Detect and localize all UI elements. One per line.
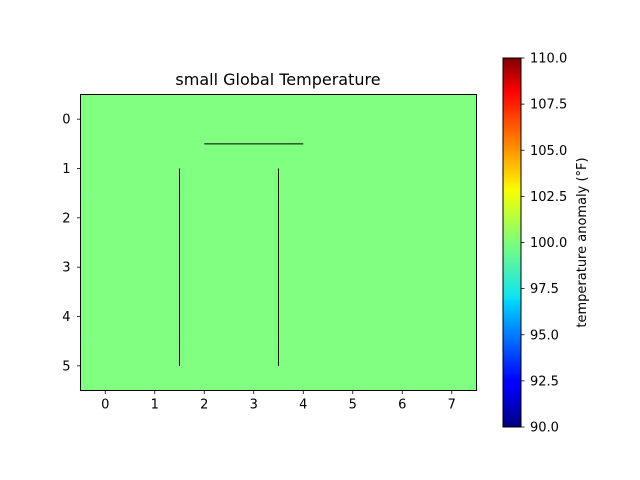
heatmap-cell [229,291,279,342]
y-tick-label: 0 [62,113,70,128]
y-tick-label: 4 [62,310,70,325]
colorbar-tick-label: 95.0 [530,328,559,343]
heatmap-cell [229,193,279,243]
x-tick-label: 2 [200,398,208,413]
heatmap-cell [229,242,279,293]
heatmap-cell [427,341,477,391]
chart-title: small Global Temperature [175,70,380,89]
colorbar-tick-label: 102.5 [530,190,567,205]
heatmap-cell [80,94,131,145]
heatmap-cell [377,242,428,293]
heatmap-cell [80,341,131,391]
heatmap-cell [328,94,378,145]
heatmap-cell [130,242,180,293]
x-tick-label: 7 [448,398,456,413]
colorbar-tick-label: 105.0 [530,144,567,159]
heatmap-cell [377,143,428,194]
heatmap-cell [278,242,329,293]
heatmap-cell [427,143,477,194]
x-tick-label: 0 [101,398,109,413]
heatmap-cell [427,291,477,342]
heatmap-cell [130,291,180,342]
heatmap-cell [328,242,378,293]
heatmap-cell [179,193,230,243]
x-tick-label: 4 [299,398,307,413]
heatmap-cell [278,291,329,342]
heatmap-cell [229,341,279,391]
x-tick-label: 1 [151,398,159,413]
heatmap-cell [179,143,230,194]
heatmap-cell [179,291,230,342]
plot-frame [80,94,477,391]
y-axis: 0 1 2 3 4 5 [62,113,81,374]
colorbar-tick-label: 90.0 [530,421,559,436]
colorbar-tick-label: 97.5 [530,282,559,297]
heatmap-cell [377,341,428,391]
heatmap-cell [80,193,131,243]
y-tick-label: 3 [62,261,70,276]
y-tick-label: 5 [62,359,70,374]
heatmap-cells [80,94,477,391]
heatmap-cell [328,143,378,194]
y-tick-label: 2 [62,211,70,226]
heatmap-cell [328,291,378,342]
x-axis: 0 1 2 3 4 5 6 7 [101,390,456,413]
heatmap-cell [179,94,230,145]
heatmap-cell [328,341,378,391]
colorbar-tick-label: 92.5 [530,374,559,389]
heatmap-cell [278,94,329,145]
heatmap-cell [278,193,329,243]
heatmap-cell [377,291,428,342]
heatmap-cell [377,193,428,243]
heatmap-cell [278,143,329,194]
heatmap-cell [179,341,230,391]
heatmap-cell [328,193,378,243]
heatmap-cell [229,94,279,145]
heatmap-cell [130,193,180,243]
heatmap-cell [427,242,477,293]
heatmap-cell [80,291,131,342]
colorbar-tick-label: 100.0 [530,236,567,251]
x-tick-label: 5 [349,398,357,413]
heatmap-cell [229,143,279,194]
y-tick-label: 1 [62,162,70,177]
colorbar-label: temperature anomaly (°F) [575,157,590,327]
heatmap-cell [179,242,230,293]
heatmap-cell [278,341,329,391]
heatmap-cell [80,242,131,293]
heatmap-cell [377,94,428,145]
colorbar [502,57,522,428]
overlay-lines [179,143,304,366]
colorbar-tick-label: 107.5 [530,98,567,113]
heatmap-cell [427,94,477,145]
heatmap-cell [427,193,477,243]
heatmap-cell [130,341,180,391]
heatmap-cell [130,94,180,145]
heatmap-cell [80,143,131,194]
x-tick-label: 6 [398,398,406,413]
x-tick-label: 3 [250,398,258,413]
heatmap-cell [130,143,180,194]
colorbar-axis: 90.0 92.5 95.0 97.5 100.0 102.5 105.0 107.5 110.… [521,52,567,436]
colorbar-tick-label: 110.0 [530,52,567,67]
